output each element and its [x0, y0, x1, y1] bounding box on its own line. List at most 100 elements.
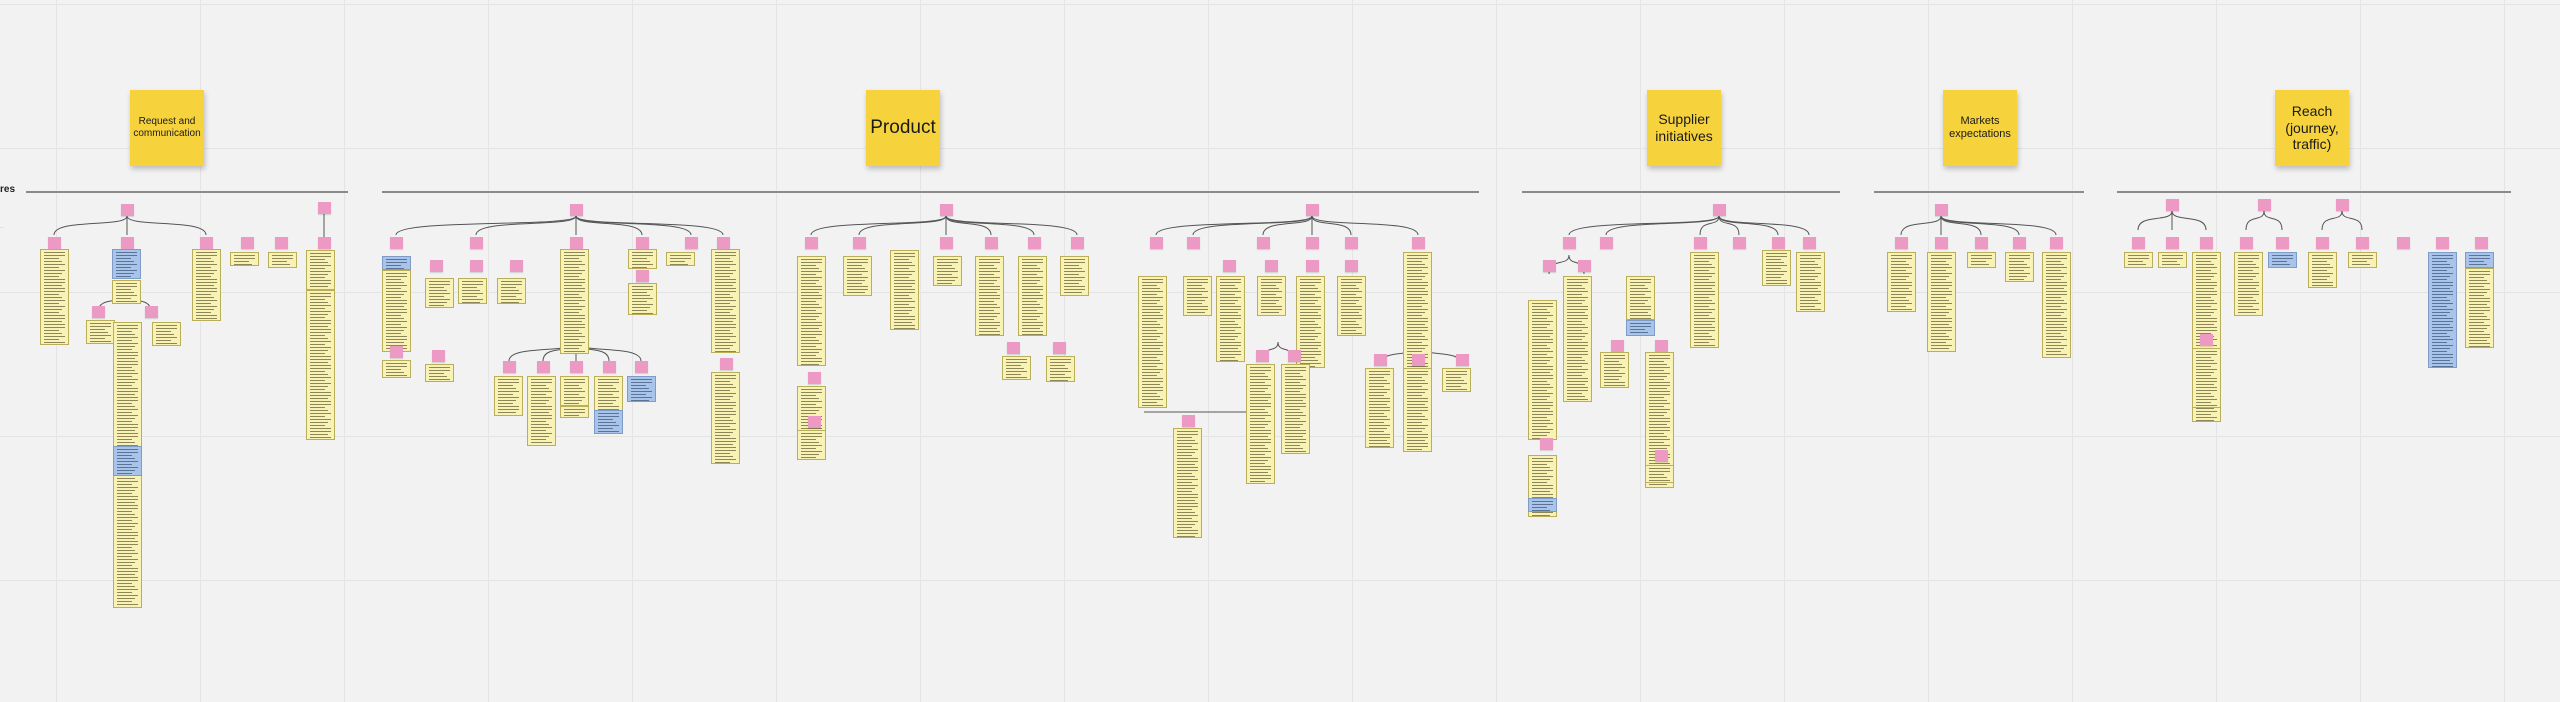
detail-card[interactable] — [1927, 252, 1956, 352]
tag-sticky-note[interactable] — [685, 237, 698, 249]
detail-card[interactable] — [1690, 252, 1719, 348]
detail-card[interactable] — [192, 249, 221, 321]
tag-sticky-note[interactable] — [636, 237, 649, 249]
highlight-card[interactable] — [1626, 320, 1655, 336]
tag-sticky-note[interactable] — [1600, 237, 1613, 249]
detail-card[interactable] — [1337, 276, 1366, 336]
tag-sticky-note[interactable] — [1306, 260, 1319, 272]
tag-sticky-note[interactable] — [1345, 260, 1358, 272]
detail-card[interactable] — [86, 320, 115, 344]
detail-card[interactable] — [933, 256, 962, 286]
tag-sticky-note[interactable] — [470, 237, 483, 249]
tag-sticky-note[interactable] — [241, 237, 254, 249]
detail-card[interactable] — [1138, 276, 1167, 408]
tag-sticky-note[interactable] — [2200, 237, 2213, 249]
tag-sticky-note[interactable] — [1563, 237, 1576, 249]
detail-card[interactable] — [1281, 364, 1310, 454]
detail-card[interactable] — [711, 249, 740, 353]
detail-card[interactable] — [1002, 356, 1031, 380]
tag-sticky-note[interactable] — [432, 350, 445, 362]
tag-sticky-note[interactable] — [853, 237, 866, 249]
detail-card[interactable] — [560, 406, 589, 418]
tag-sticky-note[interactable] — [1374, 354, 1387, 366]
detail-card[interactable] — [425, 278, 454, 308]
detail-card[interactable] — [628, 283, 657, 315]
detail-card[interactable] — [666, 252, 695, 266]
detail-card[interactable] — [527, 376, 556, 446]
detail-card[interactable] — [560, 376, 589, 406]
tag-sticky-note[interactable] — [1543, 260, 1556, 272]
tag-sticky-note[interactable] — [537, 361, 550, 373]
detail-card[interactable] — [797, 256, 826, 366]
tag-sticky-note[interactable] — [1412, 237, 1425, 249]
section-header-request[interactable]: Request and communication — [130, 90, 204, 166]
detail-card[interactable] — [382, 360, 411, 378]
tag-sticky-note[interactable] — [2276, 237, 2289, 249]
tag-sticky-note[interactable] — [145, 306, 158, 318]
detail-card[interactable] — [1645, 465, 1674, 483]
tag-sticky-note[interactable] — [92, 306, 105, 318]
tag-sticky-note[interactable] — [1803, 237, 1816, 249]
tag-sticky-note[interactable] — [1456, 354, 1469, 366]
tag-sticky-note[interactable] — [808, 416, 821, 428]
detail-card[interactable] — [268, 252, 297, 268]
detail-card[interactable] — [1403, 368, 1432, 452]
detail-card[interactable] — [230, 252, 259, 266]
detail-card[interactable] — [1762, 250, 1791, 286]
highlight-card[interactable] — [627, 376, 656, 402]
tag-sticky-note[interactable] — [636, 270, 649, 282]
detail-card[interactable] — [975, 256, 1004, 336]
highlight-card[interactable] — [594, 410, 623, 434]
tag-sticky-note[interactable] — [1655, 450, 1668, 462]
tag-sticky-note[interactable] — [2316, 237, 2329, 249]
tag-sticky-note[interactable] — [2336, 199, 2349, 211]
detail-card[interactable] — [2348, 252, 2377, 268]
tag-sticky-note[interactable] — [1288, 350, 1301, 362]
tag-sticky-note[interactable] — [2166, 237, 2179, 249]
detail-card[interactable] — [1563, 276, 1592, 402]
tag-sticky-note[interactable] — [275, 237, 288, 249]
tag-sticky-note[interactable] — [717, 237, 730, 249]
tag-sticky-note[interactable] — [2166, 199, 2179, 211]
tag-sticky-note[interactable] — [1578, 260, 1591, 272]
section-header-reach[interactable]: Reach (journey, traffic) — [2275, 90, 2349, 166]
detail-card[interactable] — [382, 270, 411, 352]
detail-card[interactable] — [843, 256, 872, 296]
tag-sticky-note[interactable] — [1256, 350, 1269, 362]
detail-card[interactable] — [1403, 252, 1432, 372]
highlight-card[interactable] — [1528, 498, 1557, 512]
tag-sticky-note[interactable] — [2240, 237, 2253, 249]
detail-card[interactable] — [1046, 356, 1075, 382]
tag-sticky-note[interactable] — [318, 237, 331, 249]
tag-sticky-note[interactable] — [503, 361, 516, 373]
tag-sticky-note[interactable] — [808, 372, 821, 384]
tag-sticky-note[interactable] — [1935, 204, 1948, 216]
detail-card[interactable] — [1442, 368, 1471, 392]
detail-card[interactable] — [2005, 252, 2034, 282]
tag-sticky-note[interactable] — [510, 260, 523, 272]
highlight-card[interactable] — [382, 256, 411, 270]
tag-sticky-note[interactable] — [430, 260, 443, 272]
detail-card[interactable] — [306, 290, 335, 440]
tag-sticky-note[interactable] — [121, 237, 134, 249]
tag-sticky-note[interactable] — [2475, 237, 2488, 249]
detail-card[interactable] — [1365, 368, 1394, 448]
detail-card[interactable] — [2234, 252, 2263, 316]
detail-card[interactable] — [1018, 256, 1047, 336]
detail-card[interactable] — [152, 322, 181, 346]
tag-sticky-note[interactable] — [1540, 438, 1553, 450]
detail-card[interactable] — [112, 280, 141, 304]
detail-card[interactable] — [1887, 252, 1916, 312]
tag-sticky-note[interactable] — [1345, 237, 1358, 249]
detail-card[interactable] — [711, 372, 740, 464]
detail-card[interactable] — [560, 249, 589, 354]
detail-card[interactable] — [1060, 256, 1089, 296]
tag-sticky-note[interactable] — [390, 346, 403, 358]
tag-sticky-note[interactable] — [1935, 237, 1948, 249]
section-header-product[interactable]: Product — [866, 90, 940, 166]
tag-sticky-note[interactable] — [121, 204, 134, 216]
tag-sticky-note[interactable] — [1257, 237, 1270, 249]
highlight-card[interactable] — [2268, 252, 2297, 268]
detail-card[interactable] — [2124, 252, 2153, 268]
